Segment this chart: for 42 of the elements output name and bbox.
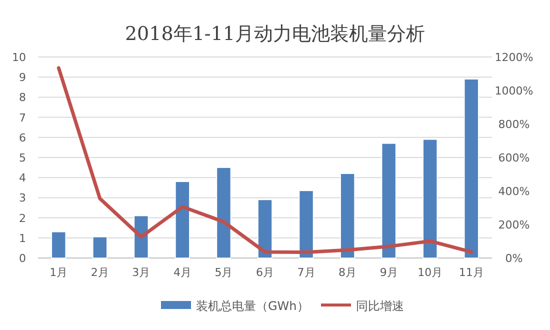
- y-tick-label: 2: [19, 212, 26, 225]
- chart-title: 2018年1-11月动力电池装机量分析: [124, 23, 426, 45]
- y2-tick-label: 0%: [505, 252, 523, 265]
- bar: [175, 181, 190, 258]
- y-tick-label: 3: [19, 192, 26, 205]
- y-tick-label: 6: [19, 131, 26, 144]
- x-tick-label: 8月: [338, 266, 357, 279]
- bar: [422, 139, 438, 258]
- y-tick-label: 1: [19, 232, 26, 245]
- y-tick-label: 8: [19, 91, 26, 104]
- x-tick-label: 4月: [173, 266, 192, 279]
- bar: [258, 199, 272, 258]
- y2-tick-label: 1200%: [494, 51, 534, 64]
- bar: [51, 231, 66, 258]
- y-tick-label: 5: [19, 152, 26, 164]
- y2-tick-label: 600%: [498, 152, 530, 164]
- bar: [298, 190, 314, 258]
- y-tick-label: 9: [19, 71, 26, 84]
- y-tick-label: 4: [19, 172, 26, 185]
- bar: [340, 173, 355, 258]
- x-tick-label: 2月: [90, 266, 109, 279]
- x-tick-label: 5月: [214, 266, 233, 279]
- y-tick-label: 10: [12, 51, 26, 64]
- y2-tick-label: 400%: [498, 185, 530, 198]
- y-tick-label: 0: [19, 252, 26, 265]
- x-tick-label: 6月: [256, 266, 274, 279]
- legend-label: 装机总电量（GWh）: [196, 299, 309, 313]
- y2-tick-label: 800%: [498, 118, 530, 131]
- x-tick-label: 7月: [297, 266, 316, 279]
- bar: [464, 78, 479, 258]
- x-tick-label: 11月: [458, 266, 484, 279]
- x-tick-label: 3月: [132, 266, 150, 279]
- legend-label: 同比增速: [356, 299, 404, 313]
- bar: [216, 167, 232, 258]
- x-tick-label: 1月: [50, 266, 68, 279]
- x-tick-label: 9月: [380, 266, 398, 279]
- y-tick-label: 7: [19, 111, 26, 124]
- bar: [92, 236, 108, 258]
- y2-tick-label: 1000%: [494, 84, 534, 98]
- x-tick-label: 10月: [418, 266, 443, 279]
- bar: [381, 143, 396, 258]
- y2-tick-label: 200%: [498, 218, 530, 232]
